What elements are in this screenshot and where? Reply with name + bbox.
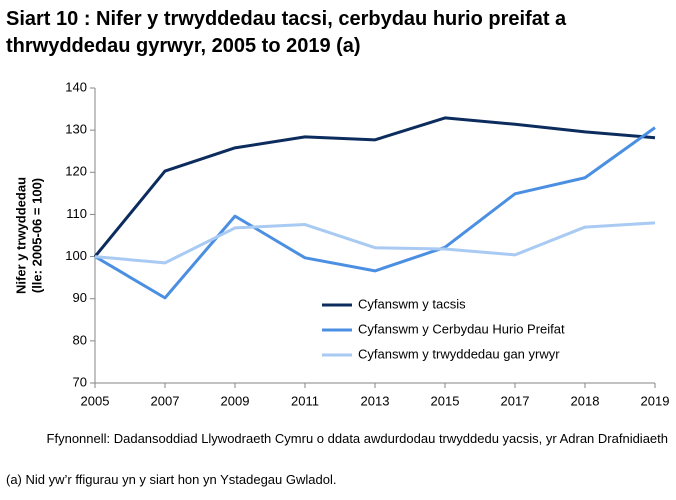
y-tick-label: 70 — [73, 374, 87, 389]
y-tick-label: 90 — [73, 290, 87, 305]
y-tick-label: 80 — [73, 332, 87, 347]
x-tick-label: 2007 — [151, 393, 180, 408]
x-tick-label: 2017 — [501, 393, 530, 408]
line-series — [94, 126, 656, 300]
x-tick-label: 2011 — [291, 393, 319, 408]
y-tick-label: 130 — [65, 122, 87, 137]
y-tick-label: 100 — [65, 248, 87, 263]
x-tick-label: 2013 — [361, 393, 390, 408]
y-axis-label: (lle: 2005-06 = 100) — [29, 178, 44, 293]
x-tick-label: 2018 — [571, 393, 600, 408]
legend-label: Cyfanswm y trwyddedau gan yrwyr — [358, 346, 560, 361]
y-tick-label: 120 — [65, 164, 87, 179]
legend-label: Cyfanswm y Cerbydau Hurio Preifat — [358, 321, 565, 336]
footnote: (a) Nid yw’r ffigurau yn y siart hon yn … — [6, 472, 337, 487]
y-tick-label: 140 — [65, 79, 87, 94]
x-tick-label: 2015 — [431, 393, 460, 408]
line-series — [94, 221, 656, 265]
source-note: Ffynonnell: Dadansoddiad Llywodraeth Cym… — [46, 431, 668, 446]
x-tick-label: 2009 — [221, 393, 250, 408]
y-tick-label: 110 — [66, 206, 87, 221]
x-tick-label: 2005 — [81, 393, 110, 408]
y-axis-label: Nifer y trwyddedau — [13, 177, 28, 294]
chart-title: Siart 10 : Nifer y trwyddedau tacsi, cer… — [6, 8, 567, 57]
x-tick-label: 2019 — [641, 393, 670, 408]
legend-label: Cyfanswm y tacsis — [358, 296, 466, 311]
line-series — [93, 116, 656, 258]
